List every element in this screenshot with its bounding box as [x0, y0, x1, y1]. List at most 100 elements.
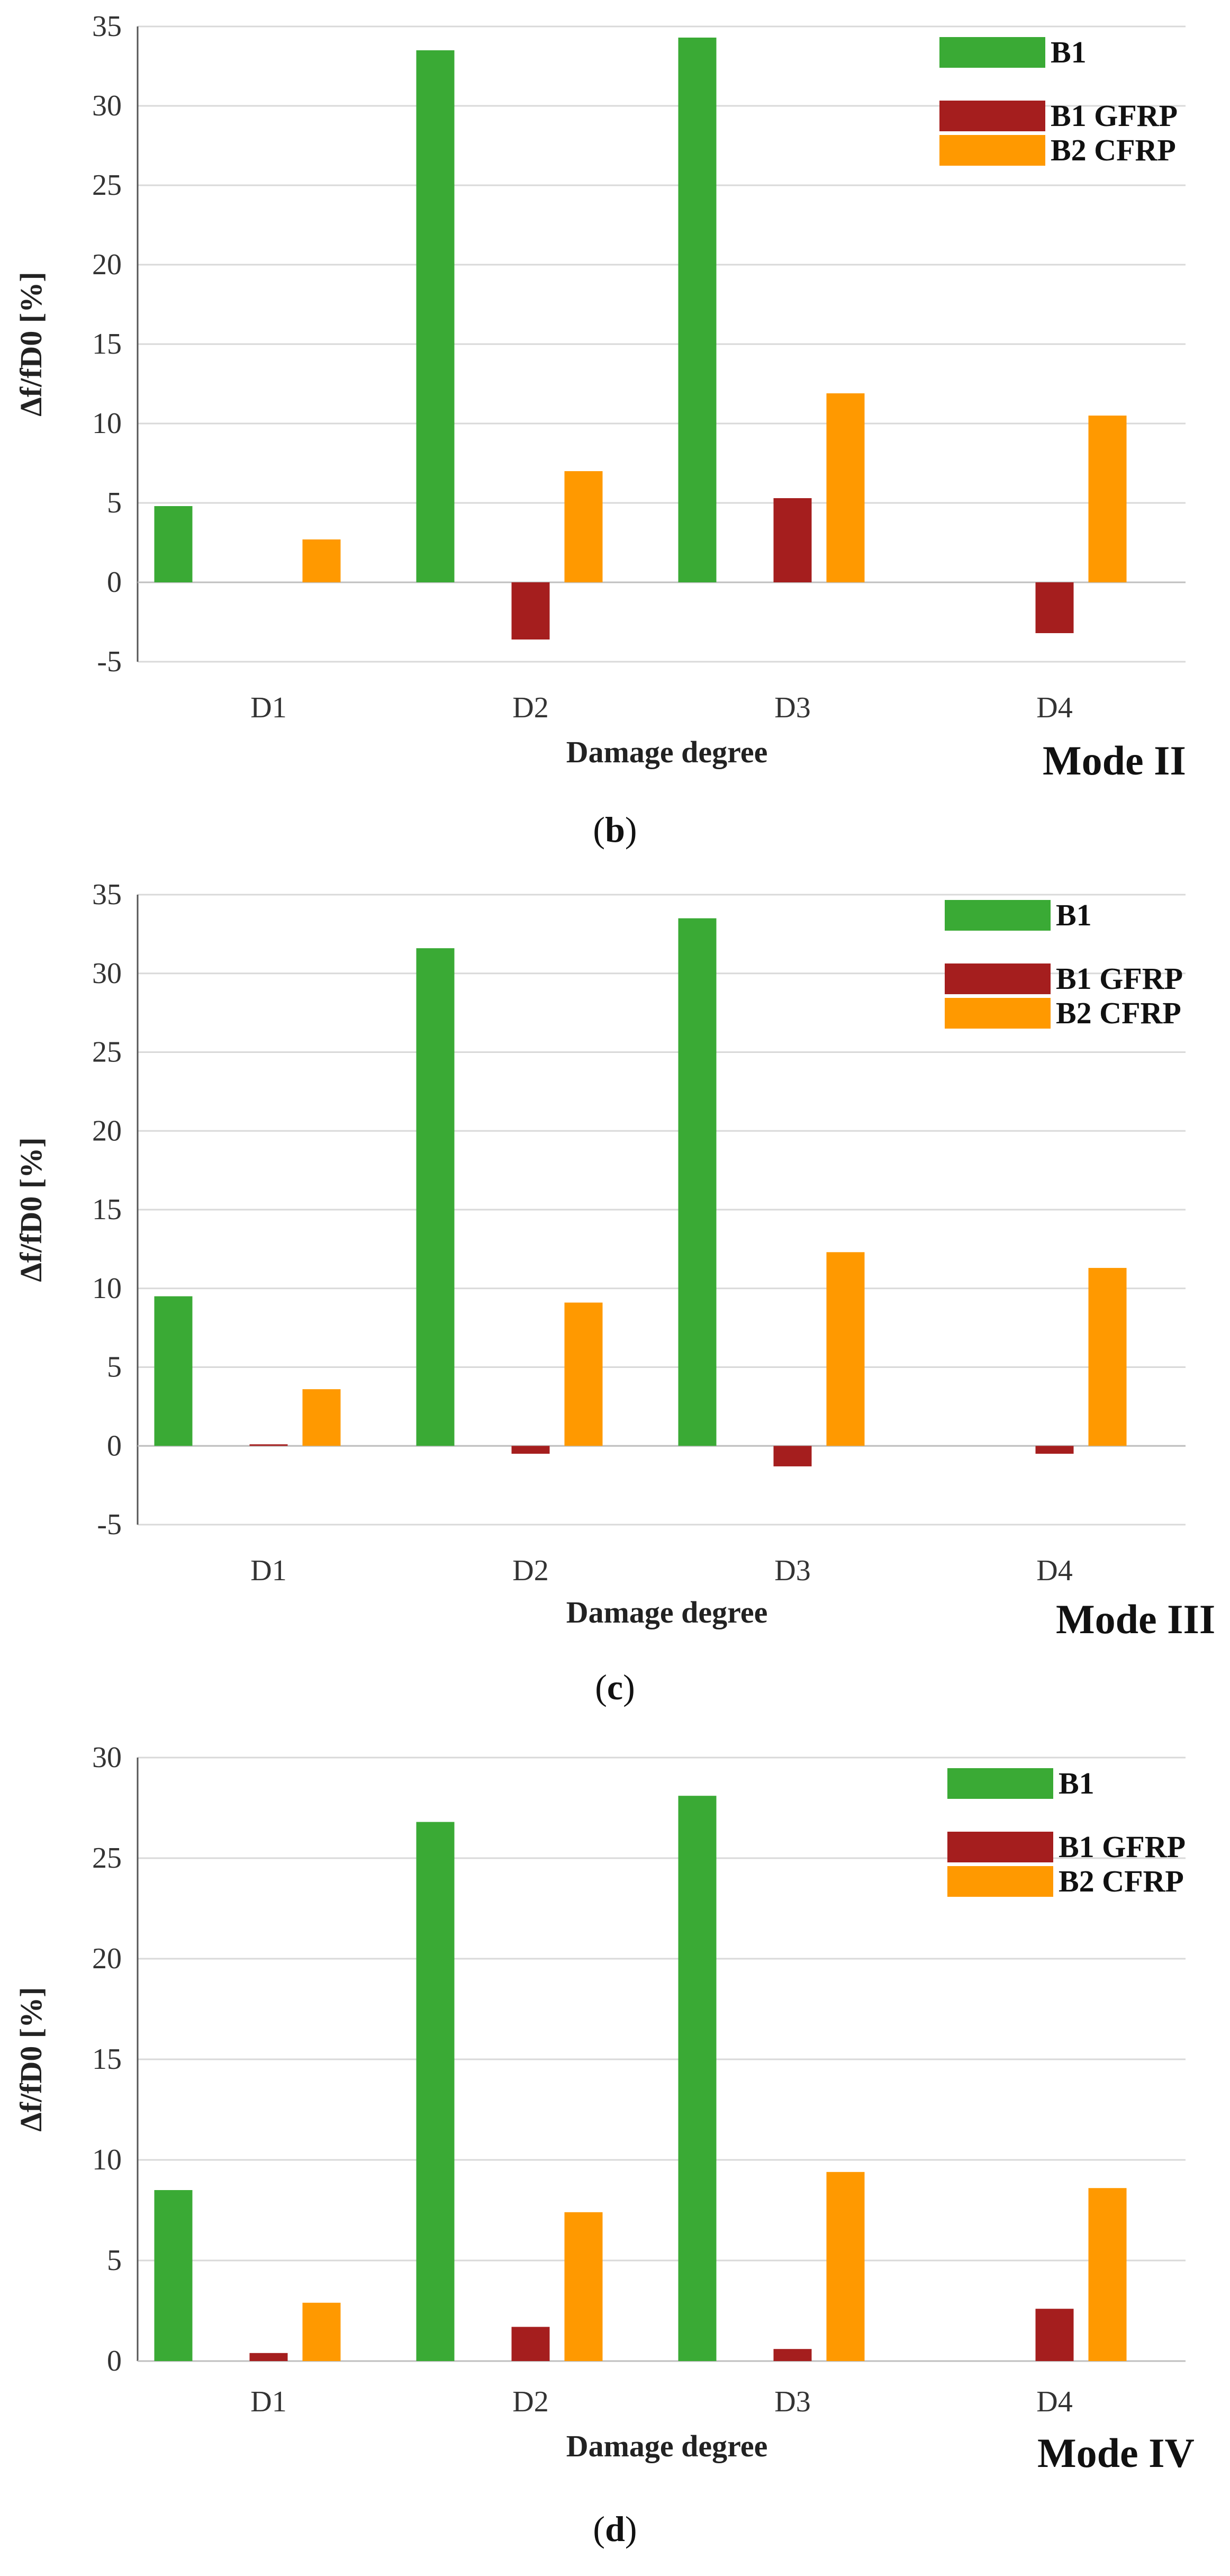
legend-swatch	[939, 135, 1045, 166]
y-tick-label: 5	[107, 487, 122, 519]
bar-b2-cfrp-d1	[302, 539, 341, 582]
y-tick-label: 15	[92, 328, 122, 361]
bar-b2-cfrp-d4	[1088, 416, 1127, 582]
bar-b2-cfrp-d4	[1088, 1268, 1127, 1446]
bar-b1-gfrp-d3	[773, 1446, 812, 1466]
y-tick-label: 30	[92, 957, 122, 990]
bar-b1-d1	[154, 506, 193, 582]
legend-label: B2 CFRP	[1059, 1864, 1184, 1898]
x-tick-label: D4	[1036, 691, 1072, 724]
y-axis-label: Δf/fD0 [%]	[14, 1137, 48, 1282]
legend-swatch	[945, 900, 1051, 931]
x-axis-label: Damage degree	[566, 1595, 768, 1629]
chart-panel-3: 0 5 10 15 20 25 30 Δf/fD0 [%] D1 D2 D3 D4 Damage deg…	[14, 1741, 1195, 2476]
y-tick-label: 35	[92, 10, 122, 43]
y-tick-label: 5	[107, 1351, 122, 1384]
y-tick-label: 30	[92, 1741, 122, 1774]
chart-panel-1: -5 0 5 10 15 20 25 30 35 Δf/fD0 [%] D1 D2 D3 D4 Damage…	[14, 10, 1186, 783]
bar-b1-gfrp-d2	[511, 2327, 550, 2361]
bar-b2-cfrp-d3	[826, 2172, 865, 2361]
legend-label: B2 CFRP	[1056, 996, 1181, 1030]
y-tick-label: 0	[107, 2345, 122, 2377]
y-tick-label: 10	[92, 407, 122, 440]
bar-b1-gfrp-d4	[1035, 2309, 1074, 2361]
mode-annotation: Mode IV	[1037, 2430, 1195, 2476]
y-tick-label: 15	[92, 2043, 122, 2076]
legend-label: B2 CFRP	[1051, 133, 1176, 167]
y-tick-label: 0	[107, 566, 122, 599]
bar-b2-cfrp-d4	[1088, 2188, 1127, 2361]
bar-b1-d1	[154, 1296, 193, 1446]
y-axis-label: Δf/fD0 [%]	[14, 272, 48, 416]
x-tick-label: D2	[512, 1554, 548, 1587]
panel-caption: (b)	[593, 809, 637, 850]
bar-b1-d2	[416, 50, 455, 582]
y-tick-label: 20	[92, 248, 122, 281]
y-tick-label: 25	[92, 1036, 122, 1069]
y-tick-label: 20	[92, 1942, 122, 1975]
y-tick-label: 0	[107, 1429, 122, 1462]
y-tick-label: -5	[97, 645, 122, 678]
bar-b2-cfrp-d2	[564, 1302, 603, 1446]
bar-b1-d1	[154, 2190, 193, 2361]
bar-b2-cfrp-d1	[302, 2302, 341, 2361]
y-tick-label: 10	[92, 2143, 122, 2176]
bar-b1-gfrp-d4	[1035, 1446, 1074, 1454]
legend-label: B1	[1056, 898, 1092, 932]
legend-label: B1 GFRP	[1056, 961, 1183, 996]
bar-b2-cfrp-d2	[564, 2212, 603, 2361]
bar-b2-cfrp-d3	[826, 393, 865, 582]
panel-caption: (c)	[595, 1667, 635, 1707]
y-tick-label: 5	[107, 2244, 122, 2277]
x-tick-label: D2	[512, 691, 548, 724]
panel-caption: (d)	[593, 2509, 637, 2549]
y-tick-label: 25	[92, 169, 122, 202]
x-tick-label: D2	[512, 2385, 548, 2418]
x-tick-label: D1	[250, 2385, 286, 2418]
bar-b1-d2	[416, 1822, 455, 2361]
legend-label: B1	[1059, 1766, 1095, 1800]
bar-b1-gfrp-d4	[1035, 582, 1074, 633]
bar-b1-d3	[678, 1796, 717, 2361]
x-tick-label: D1	[250, 1554, 286, 1587]
legend-swatch	[945, 998, 1051, 1029]
x-axis-label: Damage degree	[566, 735, 768, 769]
bar-b2-cfrp-d2	[564, 471, 603, 582]
y-tick-label: 25	[92, 1842, 122, 1875]
legend-swatch	[947, 1832, 1053, 1862]
bar-b1-gfrp-d2	[511, 582, 550, 640]
legend-label: B1	[1051, 35, 1087, 69]
bar-b1-d2	[416, 948, 455, 1446]
y-tick-label: 30	[92, 89, 122, 122]
mode-annotation: Mode III	[1056, 1596, 1215, 1642]
y-axis-label: Δf/fD0 [%]	[14, 1987, 48, 2131]
bar-b1-gfrp-d3	[773, 2349, 812, 2361]
x-axis-label: Damage degree	[566, 2429, 768, 2463]
legend-swatch	[945, 963, 1051, 994]
y-tick-label: -5	[97, 1508, 122, 1541]
x-tick-label: D3	[774, 691, 810, 724]
x-tick-label: D4	[1036, 1554, 1072, 1587]
bar-b1-gfrp-d3	[773, 498, 812, 582]
bar-b2-cfrp-d3	[826, 1252, 865, 1446]
chart-panel-2: -5 0 5 10 15 20 25 30 35 Δf/fD0 [%] D1 D2 D3 D4 Damage…	[14, 878, 1215, 1642]
x-tick-label: D4	[1036, 2385, 1072, 2418]
legend-swatch	[947, 1768, 1053, 1799]
y-tick-label: 15	[92, 1193, 122, 1226]
bar-b1-gfrp-d1	[249, 1444, 288, 1446]
bar-b1-gfrp-d1	[249, 2353, 288, 2361]
bar-b1-d3	[678, 38, 717, 582]
y-tick-label: 35	[92, 878, 122, 911]
y-tick-label: 10	[92, 1272, 122, 1305]
bar-b1-gfrp-d2	[511, 1446, 550, 1454]
legend-swatch	[939, 37, 1045, 68]
x-tick-label: D3	[774, 1554, 810, 1587]
bar-b2-cfrp-d1	[302, 1389, 341, 1446]
legend-label: B1 GFRP	[1051, 98, 1178, 133]
y-tick-label: 20	[92, 1114, 122, 1147]
bar-b1-d3	[678, 918, 717, 1446]
